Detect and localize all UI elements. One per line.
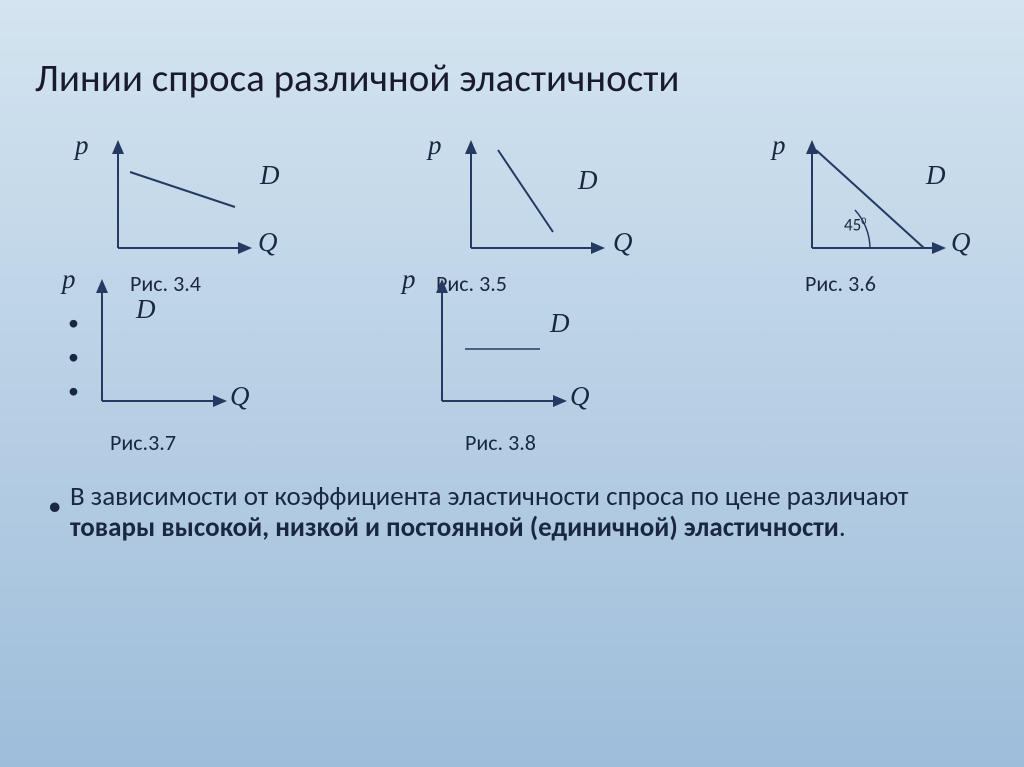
demand-label: D [260,160,280,191]
chart-3-7: p • • • D Q [70,271,280,421]
charts-row-1: p D Q p D Q [70,132,989,262]
chart-svg [423,132,643,262]
chart-3-6: p D 450 Q [776,132,989,262]
caption-3-7: Рис.3.7 [110,429,290,456]
paragraph-end: . [839,511,846,544]
x-axis-label: Q [570,381,590,412]
demand-label: D [136,294,156,325]
x-axis-label: Q [258,227,278,258]
bullet-marker: • [68,343,79,370]
captions-row-2: Рис.3.7 Рис. 3.8 [70,429,989,456]
x-axis-label: Q [613,227,633,258]
angle-label: 450 [844,214,866,236]
y-axis-label: p [62,264,76,295]
chart-svg [70,132,290,262]
x-axis-label: Q [230,381,250,412]
bullet-marker: • [68,309,79,336]
demand-label: D [926,160,946,191]
caption-3-6: Рис. 3.6 [805,270,965,297]
bullet-icon: • [48,491,61,522]
y-axis-label: p [402,264,416,295]
chart-3-8: p D Q [410,271,620,421]
body-paragraph: • В зависимости от коэффициента эластичн… [70,481,989,543]
bullet-marker: • [68,377,79,404]
caption-3-8: Рис. 3.8 [465,429,645,456]
demand-label: D [578,165,598,196]
demand-label: D [550,308,570,339]
paragraph-text: В зависимости от коэффициента эластичнос… [70,480,908,513]
x-axis-label: Q [951,227,971,258]
paragraph-bold: товары высокой, низкой и постоянной (еди… [70,511,839,544]
charts-area: p D Q p D Q [70,132,989,456]
slide-title: Линии спроса различной эластичности [35,55,989,102]
chart-3-5: p D Q [423,132,636,262]
chart-3-4: p D Q [70,132,283,262]
